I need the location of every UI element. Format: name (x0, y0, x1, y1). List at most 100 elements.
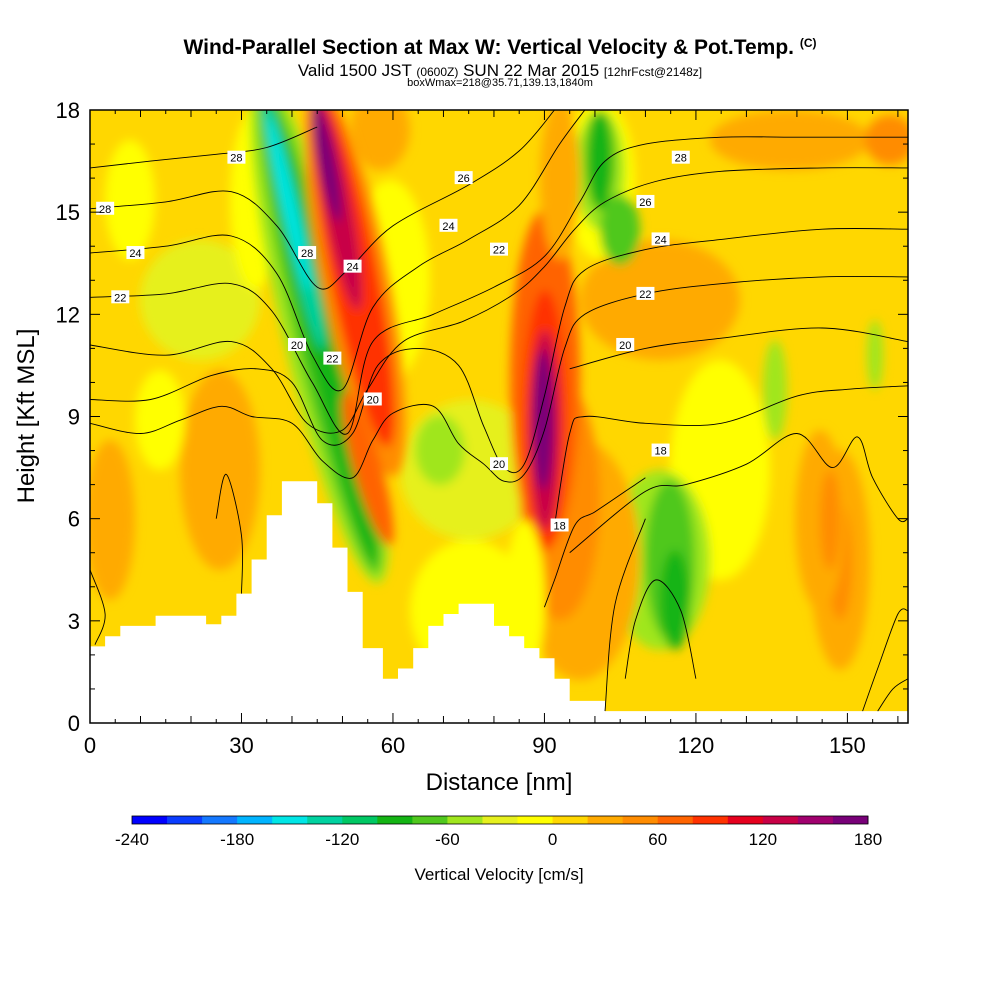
colorbar-tick-label: -180 (220, 830, 254, 849)
x-tick-label: 30 (229, 733, 253, 758)
isentrope-22-3 (90, 136, 908, 435)
colorbar-swatch (762, 816, 799, 824)
contour-label-box (454, 171, 473, 185)
contour-label: 24 (651, 232, 670, 246)
tilted-bands (250, 110, 406, 584)
contour-label: 28 (671, 150, 690, 165)
contour-label-box (439, 218, 458, 232)
x-axis-label: Distance [nm] (426, 769, 573, 796)
contour-label-box (490, 242, 508, 256)
contour-label-text: 18 (553, 520, 565, 532)
contour-label-box (363, 392, 382, 406)
y-axis: 0 3 6 9 12 15 18 (56, 98, 908, 736)
contour-labels: 28 28 24 22 28 24 22 20 20 26 24 22 20 18 28 26 24 22 20 18 (96, 150, 690, 532)
colorbar-frame (131, 815, 869, 825)
forecast-info: [12hrFcst@2148z] (603, 65, 703, 79)
contour-label-box (96, 201, 115, 215)
contour-label: 20 (363, 392, 382, 406)
x-axis: 0 30 60 90 120 150 (84, 110, 899, 758)
colorbar-swatch (237, 816, 273, 824)
colorbar-swatch (587, 816, 624, 824)
contour-label-box (227, 150, 246, 164)
contour-label-text: 28 (99, 204, 111, 216)
contour-label-text: 22 (639, 289, 651, 301)
contour-label-box (343, 259, 362, 273)
contour-label-text: 20 (367, 394, 379, 406)
contour-label: 22 (636, 286, 655, 301)
contour-label-text: 24 (129, 248, 141, 260)
colorbar-swatch (447, 816, 483, 824)
terrain-profile (90, 481, 908, 723)
contour-label: 20 (490, 457, 508, 471)
contour-label-text: 26 (639, 197, 651, 209)
colorbar-swatch (692, 816, 729, 824)
contour-label-box (671, 150, 690, 164)
contour-label-text: 24 (346, 262, 358, 274)
valid-date: SUN 22 Mar 2015 (463, 61, 600, 80)
contour-label-box (490, 457, 508, 471)
contour-label-text: 20 (493, 459, 505, 471)
isentrope-20-5 (90, 228, 908, 474)
contour-label-box (636, 286, 655, 300)
contour-label: 26 (454, 171, 473, 185)
colorbar-tick-label: 180 (854, 830, 882, 849)
y-tick-label: 6 (68, 507, 80, 532)
colorbar-tick-label: 60 (648, 830, 667, 849)
contour-label-text: 20 (619, 340, 631, 352)
title-text: Wind-Parallel Section at Max W: Vertical… (183, 36, 794, 59)
y-tick-label: 12 (56, 302, 80, 327)
isentrope-unlabeled-10 (543, 477, 646, 608)
contour-label-box (616, 337, 635, 351)
velocity-blobs (90, 110, 908, 680)
x-tick-label: 0 (84, 733, 96, 758)
colorbar-swatch (272, 816, 308, 824)
colorbar-swatch (202, 816, 238, 824)
colorbar-swatch (482, 816, 519, 824)
contour-label: 26 (636, 194, 655, 209)
contour-label: 24 (343, 259, 362, 274)
contour-label: 22 (323, 351, 342, 366)
colorbar-swatch (167, 816, 203, 824)
isentrope-20-4 (90, 167, 908, 434)
copyright-mark: (C) (799, 36, 817, 50)
contour-label: 24 (126, 246, 145, 260)
colorbar-tick-label: 120 (749, 830, 777, 849)
colorbar-swatch (727, 816, 764, 824)
contour-label-text: 28 (675, 153, 687, 165)
colorbar-swatch (517, 816, 554, 824)
velocity-field: 28 28 24 22 28 24 22 20 20 26 24 22 20 18 28 26 24 22 20 18 (90, 110, 908, 723)
colorbar-swatch (412, 816, 448, 824)
contour-label-text: 22 (493, 245, 505, 257)
y-axis-label: Height [Kft MSL] (13, 329, 40, 504)
isentrope-unlabeled-16 (877, 678, 908, 712)
contour-label-box (651, 443, 670, 457)
contour-label-text: 24 (654, 234, 666, 246)
contour-label-box (298, 246, 317, 260)
contour-label-box (651, 232, 670, 246)
colorbar-tick-label: -240 (115, 830, 149, 849)
isentrope-unlabeled-11 (624, 579, 697, 679)
contour-label-box (288, 337, 307, 351)
y-tick-label: 0 (68, 711, 80, 736)
colorbar-swatch (132, 816, 168, 824)
colorbar-swatch (832, 816, 869, 824)
isentrope-26-1 (90, 110, 555, 290)
contour-label: 20 (288, 337, 307, 352)
contour-label: 20 (616, 337, 635, 352)
chart-subtitle: Valid 1500 JST (0600Z) SUN 22 Mar 2015 [… (0, 61, 1000, 81)
contour-label-text: 22 (114, 292, 126, 304)
y-tick-label: 3 (68, 609, 80, 634)
colorbar-swatch (307, 816, 343, 824)
colorbar-tick-label: -120 (325, 830, 359, 849)
isentrope-24-2 (90, 110, 586, 392)
x-tick-label: 60 (381, 733, 405, 758)
valid-time: Valid 1500 JST (297, 61, 412, 80)
contour-label-box (636, 194, 655, 208)
contour-label: 28 (96, 201, 115, 216)
contour-label-box (126, 246, 145, 260)
contour-label: 22 (490, 242, 508, 257)
y-tick-label: 18 (56, 98, 80, 123)
contour-label: 18 (651, 443, 670, 458)
colorbar-swatch (797, 816, 834, 824)
chart-title: Wind-Parallel Section at Max W: Vertical… (0, 36, 1000, 60)
